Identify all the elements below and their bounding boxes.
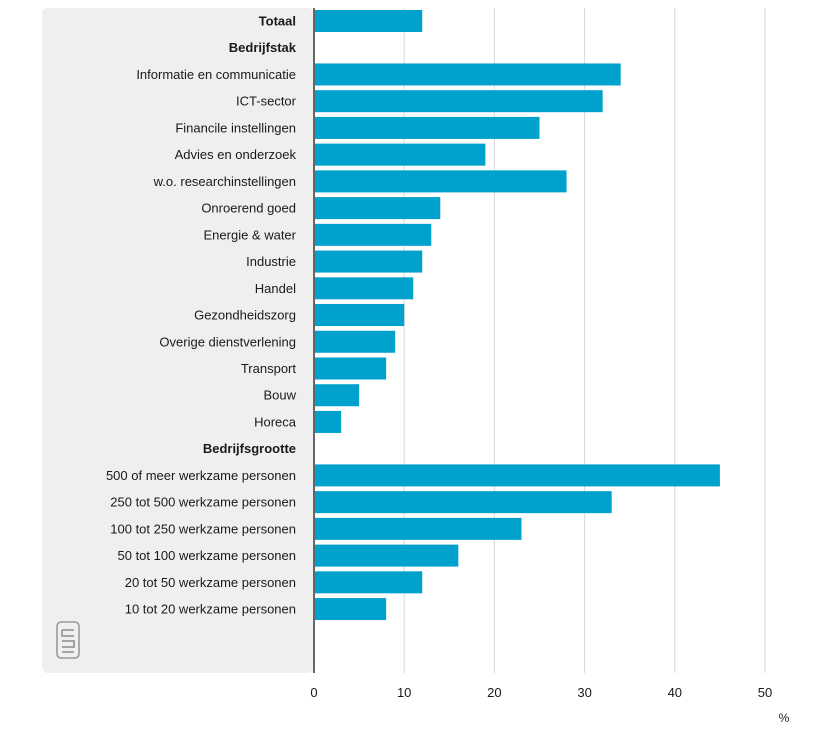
category-label: Informatie en communicatie [136,67,296,82]
bars [314,10,720,621]
x-tick-labels: 0 10 20 30 40 50 [310,685,772,700]
bar [314,170,567,193]
category-label: Bouw [263,388,296,403]
bar [314,464,720,487]
category-label: Advies en onderzoek [175,147,297,162]
category-label: 10 tot 20 werkzame personen [125,602,296,617]
bar [314,384,360,407]
cbs-logo-icon [56,621,80,659]
x-tick-label: 0 [310,685,317,700]
category-label: 100 tot 250 werkzame personen [110,521,296,536]
x-tick-label: 50 [758,685,772,700]
category-label: 50 tot 100 werkzame personen [118,548,297,563]
bar [314,250,423,273]
category-label: ICT-sector [236,94,297,109]
bar [314,277,414,300]
category-label: Handel [255,281,296,296]
x-tick-label: 30 [577,685,591,700]
bar [314,10,423,32]
bar [314,410,342,433]
x-tick-label: 20 [487,685,501,700]
category-label: w.o. researchinstellingen [153,174,296,189]
bar [314,491,612,514]
bar [314,223,432,246]
bar [314,143,486,166]
bar [314,304,405,327]
category-label: Transport [241,361,297,376]
label-panel [42,8,314,673]
category-label: Energie & water [204,227,297,242]
group-heading: Totaal [259,14,296,29]
bar [314,544,459,567]
category-label: Overige dienstverlening [159,334,296,349]
bar [314,598,387,621]
bar [314,571,423,594]
bar [314,197,441,220]
category-label: 250 tot 500 werkzame personen [110,495,296,510]
x-tick-label: 40 [668,685,682,700]
bar [314,517,522,540]
bar [314,63,621,86]
category-label: Horeca [254,414,297,429]
category-label: Industrie [246,254,296,269]
category-label: Financile instellingen [175,120,296,135]
group-heading: Bedrijfsgrootte [203,441,296,456]
bar [314,330,396,353]
x-tick-label: 10 [397,685,411,700]
category-label: 20 tot 50 werkzame personen [125,575,296,590]
bar [314,357,387,380]
group-heading: Bedrijfstak [229,40,297,55]
category-label: Onroerend goed [201,201,296,216]
category-label: Gezondheidszorg [194,308,296,323]
x-axis-unit-label: % [779,711,790,725]
category-labels: Totaal Bedrijfstak Informatie en communica… [106,14,297,617]
bar [314,90,603,113]
bar [314,116,540,139]
category-label: 500 of meer werkzame personen [106,468,296,483]
